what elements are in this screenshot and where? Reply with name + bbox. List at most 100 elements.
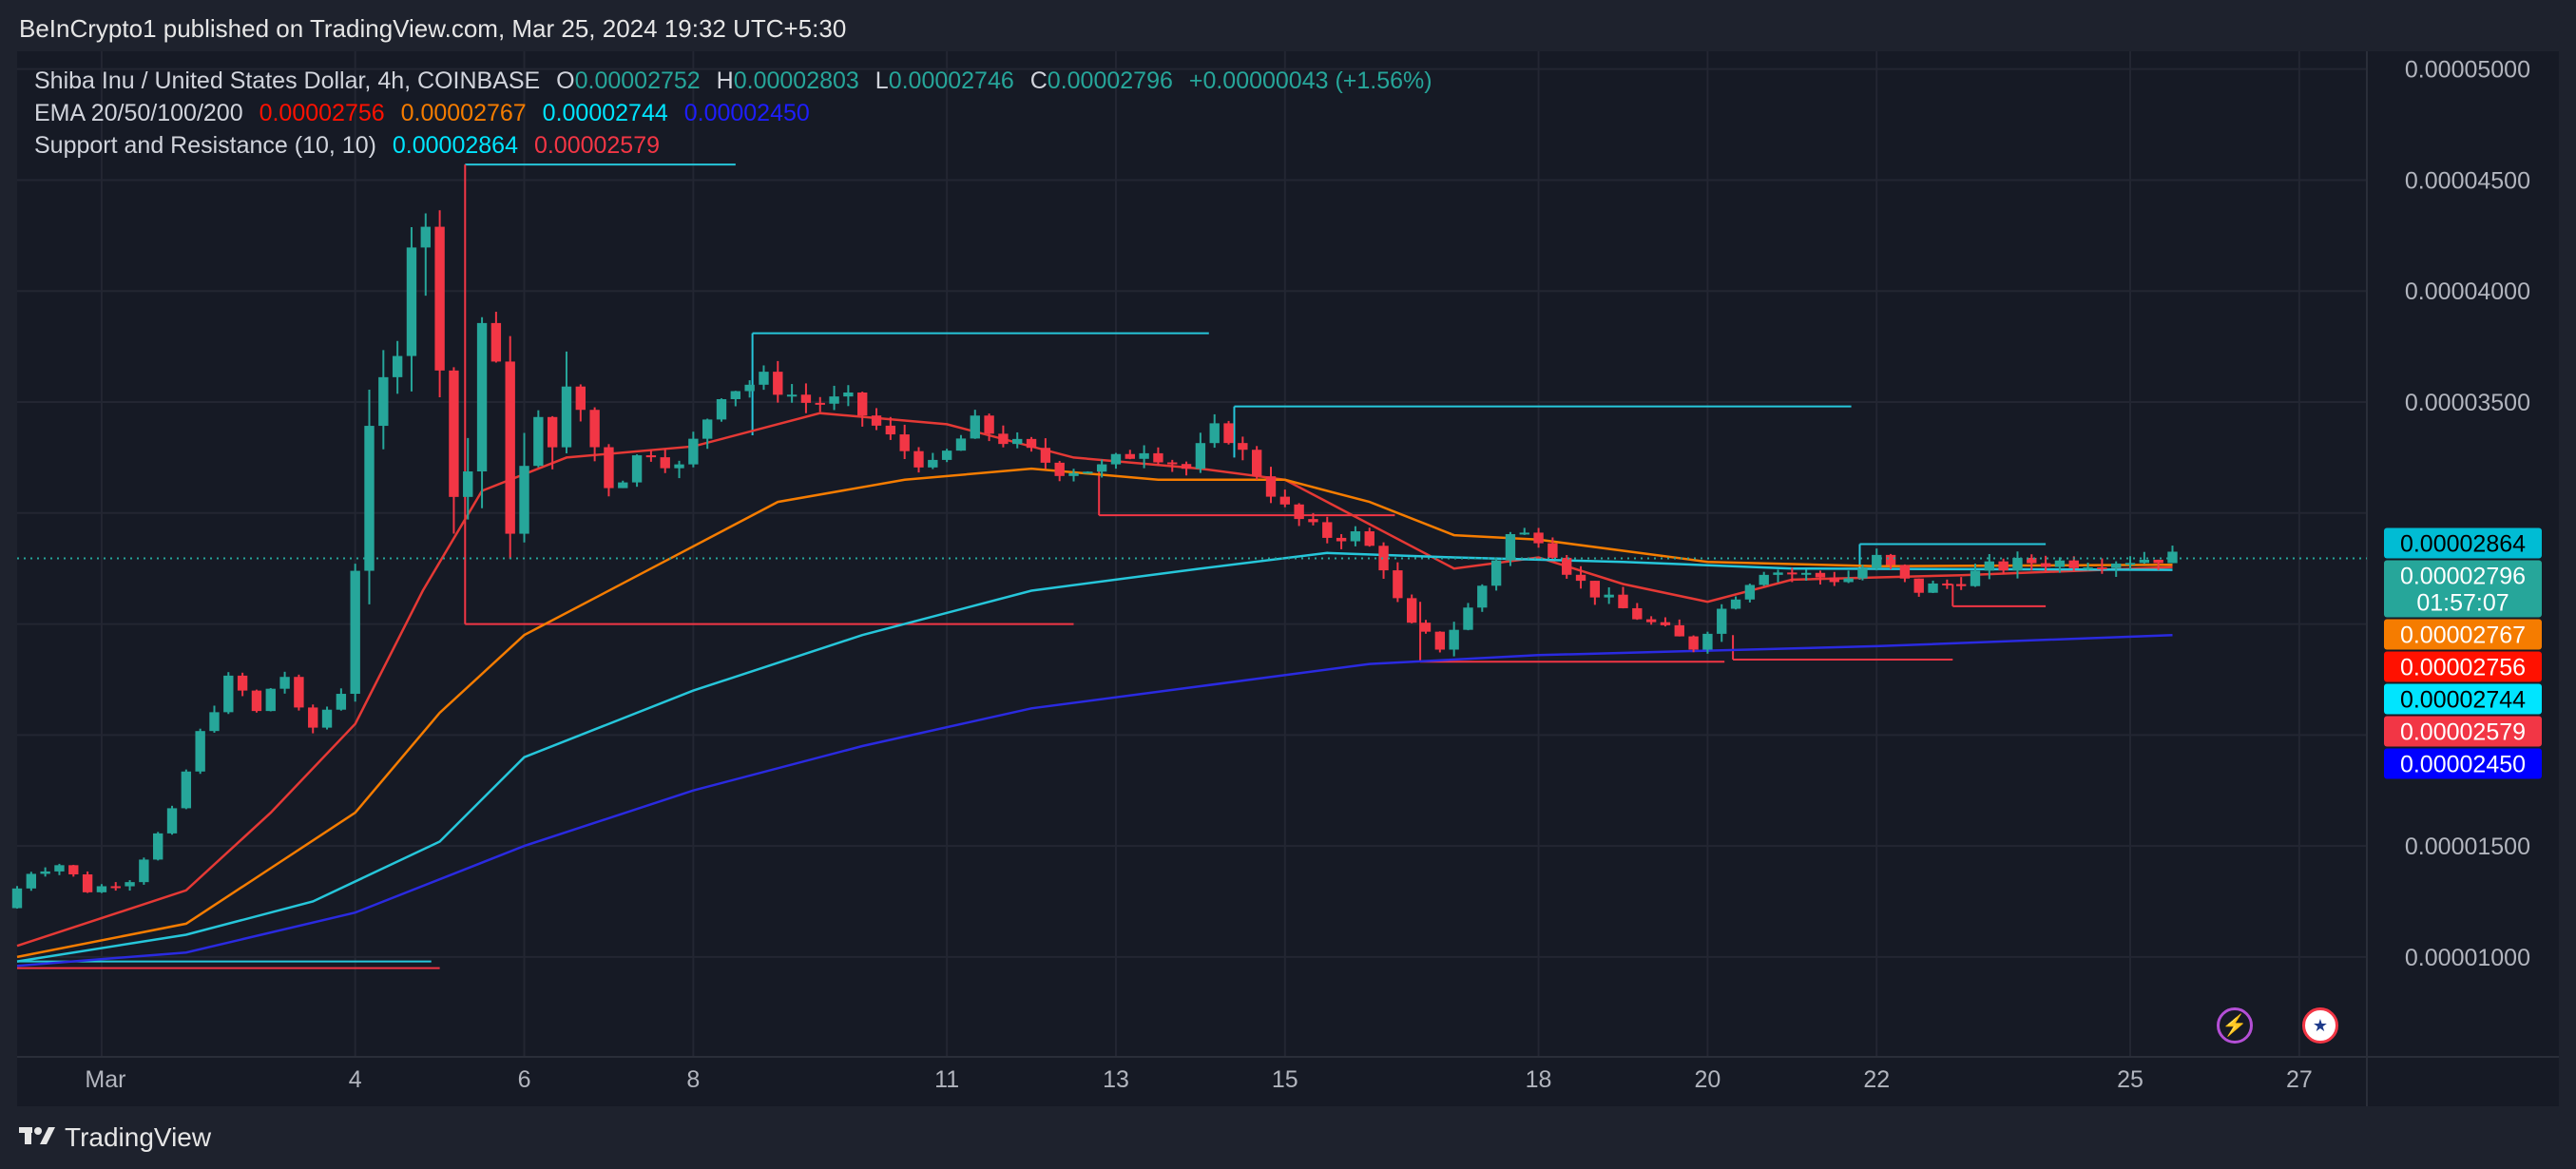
tradingview-mark-icon [19,1122,55,1153]
ema50-value: 0.00002767 [400,100,527,126]
candle-body [688,438,699,465]
candle-body [139,859,149,883]
candle-body [1618,594,1628,608]
ema-label[interactable]: EMA 20/50/100/200 [34,100,243,126]
candle-body [899,434,910,451]
candle-body [829,396,839,404]
candle-body [1420,623,1432,632]
candle-body [1942,583,1952,585]
candle-body [2139,559,2150,564]
change-value: +0.00000043 (+1.56%) [1188,67,1432,94]
candle-body [730,391,741,399]
candle-body [1589,581,1601,598]
candle-body [321,709,333,728]
us-flag-icon[interactable]: ★ [2302,1007,2338,1044]
candle-body [1632,607,1643,620]
candle-body [1195,443,1206,470]
x-tick-label: 11 [934,1066,959,1093]
candle-body [1773,572,1783,575]
price-badge [2384,748,2542,779]
price-badge [2384,560,2542,618]
candle-body [773,372,783,395]
candle-body [1843,578,1854,583]
candle-body [1688,636,1699,650]
candle-body [660,457,670,469]
candle-body [984,415,994,434]
candle-body [11,888,23,909]
price-badge-text: 0.00002756 [2400,655,2526,681]
candle-body [209,712,220,732]
candle-body [1548,543,1558,558]
candle-body [589,410,600,448]
sr-resistance-value: 0.00002864 [392,132,518,159]
candle-body [843,393,854,397]
candle-body [2068,560,2079,568]
candle-body [1096,464,1107,472]
candle-body [519,466,529,534]
candle-body [1322,522,1333,538]
candle-body [195,731,205,772]
candle-body [463,471,473,497]
candle-body [1407,598,1417,623]
candle-body [1378,546,1389,571]
candle-body [54,865,65,872]
candle-body [223,675,234,713]
x-tick-label: 13 [1103,1066,1129,1093]
candle-body [1815,572,1826,578]
candle-body [941,450,952,460]
price-badge-text: 0.00002767 [2400,623,2526,649]
candle-body [702,419,713,439]
x-tick-label: Mar [85,1066,125,1093]
candle-body [1533,532,1544,544]
published-text: BeInCrypto1 published on TradingView.com… [19,13,847,43]
candle-body [1490,560,1502,586]
price-badge [2384,683,2542,715]
candle-body [1434,631,1446,650]
candle-body [631,455,643,483]
candle-body [1885,554,1896,565]
candle-body [350,570,360,695]
candle-body [1660,622,1671,625]
candle-body [237,675,248,691]
price-badge [2384,527,2542,559]
sr-label[interactable]: Support and Resistance (10, 10) [34,132,376,159]
candle-body [1744,584,1756,600]
candle-body [2097,567,2107,570]
candle-body [364,426,375,571]
candle-body [561,386,572,448]
candle-body [885,425,896,435]
tradingview-logo[interactable]: TradingView [19,1122,211,1153]
x-tick-label: 18 [1526,1066,1552,1093]
x-tick-label: 25 [2117,1066,2143,1093]
candle-body [2040,563,2051,567]
candle-body [279,677,290,689]
candle-body [533,416,544,467]
candle-body [913,450,924,468]
x-tick-label: 8 [686,1066,700,1093]
candle-body [1209,423,1220,444]
ema-line-ema20 [16,412,2173,948]
candle-body [1350,531,1361,542]
candle-body [392,355,403,377]
x-tick-label: 4 [349,1066,362,1093]
ema100-value: 0.00002744 [542,100,668,126]
candle-body [2124,563,2136,565]
candle-body [308,707,318,728]
candle-body [1393,570,1403,599]
y-tick-label: 0.00005000 [2405,57,2530,84]
candle-body [1984,561,1995,571]
symbol-label[interactable]: Shiba Inu / United States Dollar, 4h, CO… [34,67,541,94]
x-tick-label: 27 [2286,1066,2313,1093]
candle-body [815,402,825,405]
lightning-icon[interactable]: ⚡ [2217,1007,2253,1044]
price-badge [2384,716,2542,747]
x-tick-label: 6 [518,1066,531,1093]
candle-body [251,690,262,712]
candle-body [604,447,614,489]
ema20-value: 0.00002756 [259,100,385,126]
candle-body [265,688,276,712]
price-badge [2384,619,2542,650]
candle-body [1519,532,1529,535]
candle-body [1730,599,1741,609]
